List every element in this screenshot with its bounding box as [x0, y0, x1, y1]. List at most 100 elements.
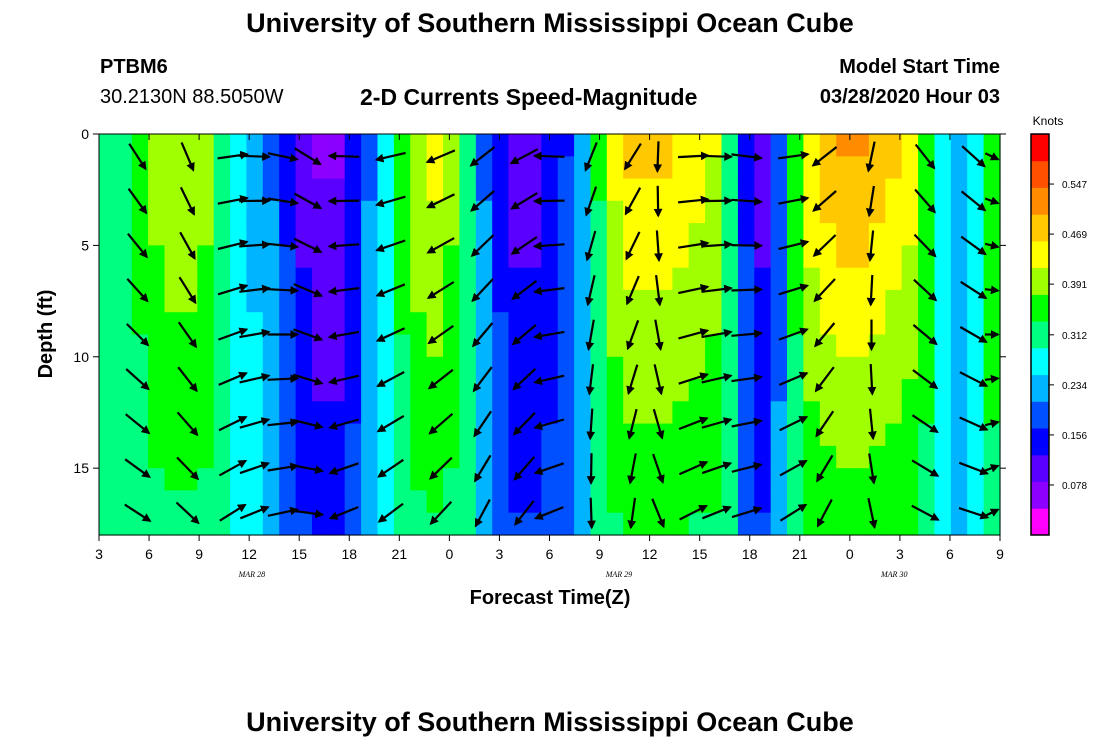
current-arrow	[731, 285, 764, 295]
heatmap-cell	[443, 178, 460, 202]
current-arrow	[293, 192, 323, 210]
heatmap-cell	[590, 267, 608, 291]
heatmap-cell	[99, 223, 116, 246]
heatmap-cell	[99, 245, 116, 269]
heatmap-cell	[361, 267, 379, 291]
heatmap-cell	[918, 423, 936, 447]
heatmap-cell	[459, 468, 477, 492]
heatmap-cell	[524, 245, 542, 269]
heatmap-cell	[705, 312, 723, 336]
heatmap-cell	[279, 134, 297, 157]
heatmap-cell	[639, 468, 657, 492]
heatmap-cell	[197, 134, 215, 157]
heatmap-cell	[967, 223, 985, 246]
heatmap-cell	[180, 223, 198, 246]
heatmap-cell	[541, 445, 559, 469]
heatmap-cell	[590, 512, 608, 536]
heatmap-cell	[344, 312, 362, 336]
heatmap-cell	[918, 490, 936, 514]
x-tick-label: 6	[546, 546, 554, 562]
heatmap-cell	[934, 379, 952, 402]
heatmap-cell	[868, 289, 886, 313]
current-arrow	[984, 241, 1000, 250]
heatmap-cell	[819, 178, 837, 202]
heatmap-cell	[213, 334, 231, 358]
heatmap-cell	[770, 267, 788, 291]
heatmap-cell	[885, 267, 903, 291]
heatmap-cell	[115, 245, 133, 269]
heatmap-cell	[623, 445, 641, 469]
heatmap-cell	[868, 267, 886, 291]
heatmap-cell	[361, 356, 379, 380]
heatmap-cell	[475, 356, 493, 380]
current-arrow	[217, 195, 249, 205]
current-arrow	[126, 278, 149, 303]
heatmap-cell	[885, 178, 903, 202]
heatmap-cell	[885, 245, 903, 269]
heatmap-cell	[770, 356, 788, 380]
current-arrow	[425, 149, 456, 164]
heatmap-cell	[983, 289, 1001, 313]
page-title: University of Southern Mississippi Ocean…	[246, 8, 854, 38]
heatmap-cell	[443, 445, 460, 469]
heatmap-cell	[688, 468, 706, 492]
current-arrow	[654, 319, 664, 352]
current-arrow	[653, 185, 663, 218]
x-tick-label: 3	[896, 546, 904, 562]
heatmap-cell	[705, 134, 723, 157]
heatmap-cell	[115, 356, 133, 380]
current-arrows	[124, 141, 1000, 530]
heatmap-cell	[557, 423, 575, 447]
current-arrow	[701, 505, 732, 520]
heatmap-cell	[279, 200, 297, 224]
heatmap-cell	[295, 490, 313, 514]
heatmap-cell	[819, 267, 837, 291]
heatmap-cell	[393, 468, 411, 492]
heatmap-cell	[99, 490, 116, 514]
current-arrow	[124, 503, 152, 522]
heatmap-cell	[950, 223, 968, 246]
station-id: PTBM6	[100, 56, 168, 78]
heatmap-cell	[492, 312, 510, 336]
heatmap-cell	[279, 267, 297, 291]
heatmap-cell	[868, 200, 886, 224]
heatmap-cell	[99, 379, 116, 402]
heatmap-cell	[852, 178, 870, 202]
heatmap-cell	[639, 156, 657, 180]
current-arrow	[651, 498, 666, 529]
heatmap-cell	[262, 512, 280, 536]
heatmap-cell	[885, 134, 903, 157]
heatmap-cell	[934, 312, 952, 336]
heatmap-cell	[819, 334, 837, 358]
current-arrow	[239, 417, 271, 429]
heatmap-cell	[623, 401, 641, 425]
heatmap-cell	[885, 200, 903, 224]
heatmap-cell	[656, 156, 673, 180]
heatmap-cell	[737, 334, 755, 358]
heatmap-cell	[557, 512, 575, 536]
current-arrow	[626, 408, 638, 440]
heatmap-cell	[836, 423, 854, 447]
heatmap-cell	[492, 379, 510, 402]
heatmap-cell	[836, 200, 854, 224]
heatmap-cell	[950, 379, 968, 402]
current-arrow	[267, 418, 300, 428]
heatmap-cell	[295, 468, 313, 492]
current-arrow	[124, 458, 151, 479]
current-arrow	[426, 237, 455, 254]
current-arrow	[532, 286, 565, 296]
heatmap-cell	[967, 334, 985, 358]
heatmap-cell	[246, 267, 264, 291]
heatmap-cell	[213, 379, 231, 402]
heatmap-cell	[754, 156, 772, 180]
heatmap-cell	[754, 468, 772, 492]
heatmap-cell	[852, 223, 870, 246]
heatmap-cell	[672, 356, 690, 380]
heatmap-cell	[197, 178, 215, 202]
heatmap-cell	[410, 245, 428, 269]
current-arrow	[914, 188, 936, 214]
heatmap-cell	[115, 334, 133, 358]
heatmap-cell	[934, 200, 952, 224]
heatmap-cell	[557, 245, 575, 269]
heatmap-cell	[656, 401, 673, 425]
